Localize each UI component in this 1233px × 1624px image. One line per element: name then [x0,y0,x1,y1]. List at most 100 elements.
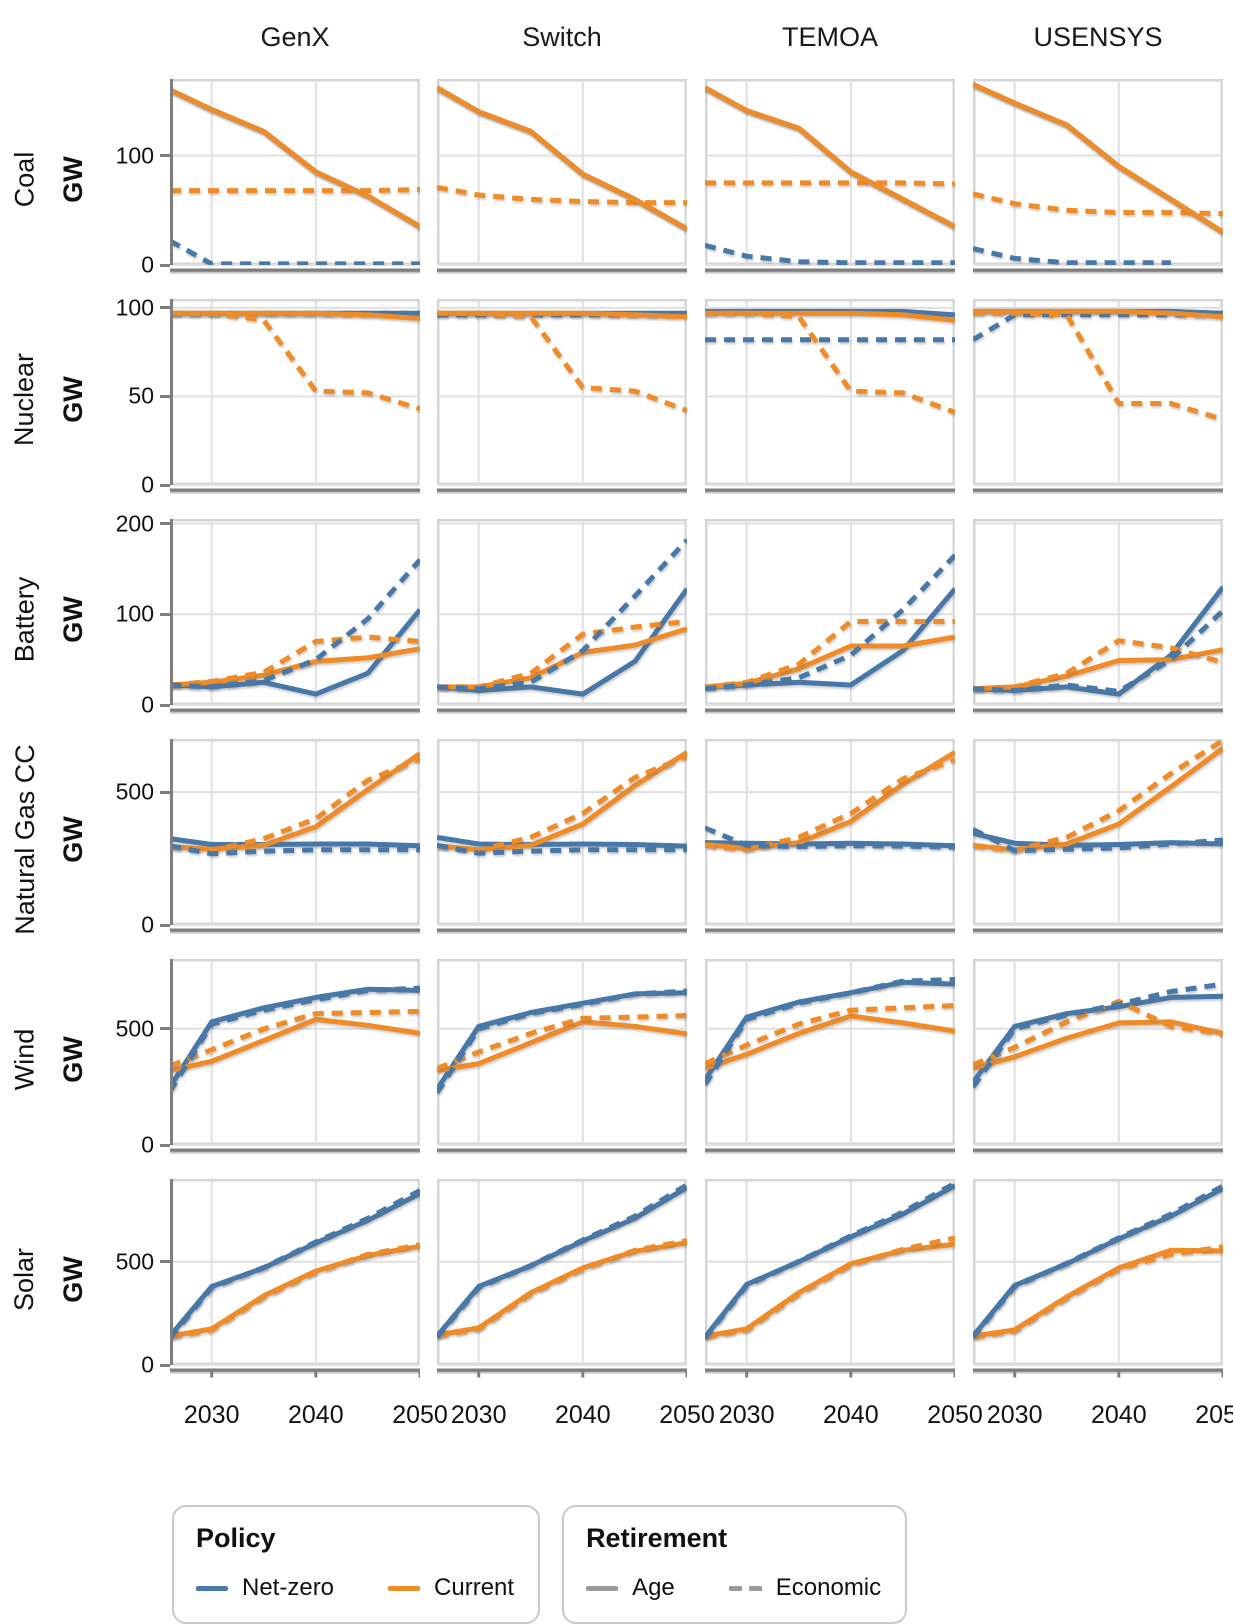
y-axis-title: GW [57,375,88,423]
y-tick-mark [160,483,170,487]
y-tick-mark [160,263,170,267]
row-label: Wind [9,1028,40,1090]
y-tick-label: 0 [141,251,154,278]
y-tick-mark [160,1143,170,1147]
line-netzero-age [437,1185,687,1338]
panel-genx-battery [166,519,426,714]
x-axis-labels-temoa: 2030 2040 2050 [705,1399,983,1439]
line-netzero-economic [170,985,420,1093]
line-current-economic [437,184,687,206]
legend-item-age: Age [586,1574,675,1602]
panel-temoa-coal [701,79,961,274]
x-axis-labels-genx: 2030 2040 2050 [170,1399,448,1439]
line-current-age [705,750,955,851]
chart-row-nuclear: Nuclear GW 0 50 100 [0,294,1233,499]
legend-policy-title: Policy [196,1523,276,1553]
chart-row-battery: Battery GW 0 100 200 [0,510,1233,719]
x-axis-labels-row: 2030 2040 2050 2030 2040 2050 2030 2040 2050 2030… [170,1399,1233,1439]
panel-usensys-battery [969,519,1229,714]
line-netzero-economic [705,825,955,850]
line-netzero-economic [973,1183,1223,1339]
legend-item-netzero: Net-zero [196,1574,334,1602]
y-tick-label: 0 [141,911,154,938]
y-axis-title: GW [57,1035,88,1083]
legend-policy: Policy Net-zero Current [172,1505,541,1624]
line-current-economic [705,1003,955,1066]
y-axis-title: GW [57,595,88,643]
line-current-economic [170,310,420,412]
line-netzero-economic [437,538,687,692]
line-current-economic [437,1238,687,1339]
y-tick-mark [160,790,170,794]
line-current-age [170,87,420,229]
panel-genx-wind [166,959,426,1154]
line-current-age [170,310,420,321]
panel-usensys-coal [969,79,1229,274]
y-axis-title: GW [57,1255,88,1303]
y-tick-label: 100 [115,142,154,169]
line-current-economic [973,1244,1223,1340]
line-current-age [170,751,420,852]
panel-temoa-solar [701,1179,961,1378]
line-netzero-age [170,836,420,849]
legend-label-current: Current [434,1574,515,1601]
line-current-economic [437,1013,687,1071]
x-tick-label: 2040 [822,1401,879,1429]
y-tick-label: 500 [115,1015,154,1042]
line-current-economic [973,191,1223,217]
line-netzero-economic [705,1180,955,1340]
line-netzero-economic [705,242,955,265]
x-tick-label: 2030 [718,1401,775,1429]
panel-genx-nuclear [166,299,426,494]
chart-row-natural-gas-cc: Natural Gas CC GW 0 500 [0,739,1233,939]
line-current-economic [437,310,687,413]
line-current-age [170,1016,420,1074]
y-tick-label: 100 [115,600,154,627]
y-axis-ticks: 0 100 [96,79,170,279]
line-current-age [705,310,955,323]
line-current-economic [170,1008,420,1069]
line-current-age [705,1013,955,1071]
panel-switch-solar [433,1179,693,1378]
y-tick-mark [160,703,170,707]
panel-genx-solar [166,1179,426,1378]
line-netzero-economic [705,977,955,1086]
panel-switch-natural-gas-cc [433,739,693,934]
panel-switch-wind [433,959,693,1154]
line-current-economic [170,756,420,854]
line-netzero-economic [973,246,1171,265]
y-axis-title: GW [57,155,88,203]
x-tick-label: 2030 [183,1401,240,1429]
chart-row-coal: Coal GW 0 100 [0,79,1233,279]
x-axis-labels-usensys: 2030 2040 2050 [973,1399,1233,1439]
y-axis-ticks: 0 500 [96,959,170,1159]
x-tick-label: 2040 [1090,1401,1147,1429]
panel-temoa-battery [701,519,961,714]
y-tick-mark [160,306,170,310]
y-axis-ticks: 0 100 200 [96,510,170,719]
y-tick-mark [160,154,170,158]
line-netzero-economic [170,238,420,265]
line-current-economic [973,739,1223,853]
line-current-economic [973,638,1223,692]
panel-genx-coal [166,79,426,274]
column-header-usensys: USENSYS [1033,22,1163,52]
panel-temoa-natural-gas-cc [701,739,961,934]
row-label: Solar [9,1247,40,1311]
line-current-age [973,308,1223,320]
line-current-age [437,750,687,853]
chart-grid: Coal GW 0 100 Nuclear GW 0 50 100 Battery GW 0 100 20… [0,79,1233,1379]
panel-usensys-nuclear [969,299,1229,494]
line-netzero-economic [170,843,420,857]
x-tick-label: 2050 [659,1401,715,1429]
line-netzero-age [170,608,420,697]
x-tick-label: 2050 [927,1401,983,1429]
y-axis-ticks: 0 50 100 [96,294,170,499]
line-netzero-economic [437,988,687,1095]
column-headers: GenX Switch TEMOA USENSYS [170,22,1233,53]
economic-line-swatch [728,1585,762,1591]
line-current-economic [705,757,955,853]
legend: Policy Net-zero Current Retirement Age [172,1505,1233,1624]
line-current-economic [705,180,955,187]
panel-switch-nuclear [433,299,693,494]
